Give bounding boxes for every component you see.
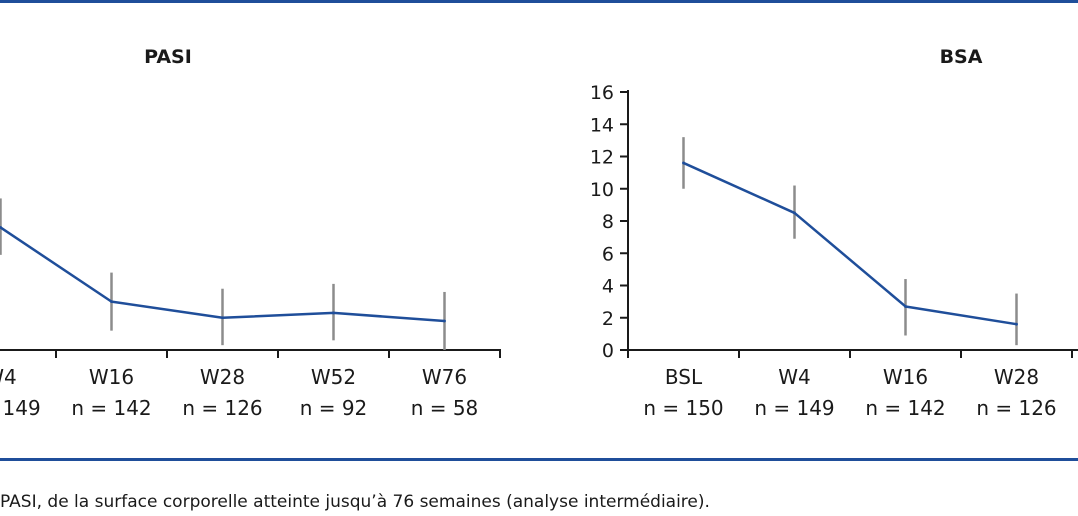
figure-caption: PASI, de la surface corporelle atteinte …: [0, 492, 710, 512]
bsa-y-tick-label: 16: [590, 82, 614, 104]
pasi-data-point: [0, 226, 2, 229]
bsa-data-point: [793, 211, 796, 215]
bsa-x-tick-label: BSL: [665, 365, 703, 389]
pasi-chart: W4 n = 149 W16 n = 142 W28 n = 126 W52 n = 92 W7…: [0, 198, 501, 420]
bsa-x-tick-label: W16: [883, 365, 928, 389]
figure-charts: PASI BSA W4 n = 149 W16 n = 142 W28 n = 126 W5…: [0, 46, 1078, 420]
bsa-y-tick-label: 6: [602, 243, 614, 265]
top-rule: [0, 0, 1078, 3]
bsa-n-label: n = 149: [754, 396, 834, 420]
pasi-data-point: [443, 319, 446, 323]
pasi-n-label: n = 92: [300, 396, 368, 420]
pasi-n-label: n = 58: [411, 396, 479, 420]
pasi-x-tick-label: W16: [89, 365, 134, 389]
bsa-y-tick-label: 10: [590, 179, 614, 201]
bsa-chart: 0 2 4 6 8 10 12 14 16 BSL n = 150 W4 n = 149 W16 n = 1…: [590, 82, 1078, 420]
bsa-chart-title: BSA: [940, 46, 983, 68]
pasi-chart-title: PASI: [144, 46, 192, 68]
bsa-data-point: [1015, 322, 1018, 326]
pasi-x-tick-label: W76: [422, 365, 467, 389]
pasi-data-point: [332, 311, 335, 315]
pasi-x-tick-label: W4: [0, 365, 17, 389]
bsa-x-tick-label: W4: [778, 365, 811, 389]
bsa-data-point: [682, 161, 685, 165]
bsa-y-tick-label: 4: [602, 276, 614, 298]
bsa-n-label: n = 142: [865, 396, 945, 420]
bsa-series-line: [682, 161, 1017, 326]
bsa-data-point: [904, 305, 907, 308]
bsa-x-tick-label: W28: [994, 365, 1039, 389]
bsa-y-tick-label: 2: [602, 308, 614, 330]
bsa-n-label: n = 150: [643, 396, 723, 420]
bottom-rule: [0, 458, 1078, 461]
bsa-n-label: n = 126: [976, 396, 1056, 420]
pasi-data-point: [221, 316, 224, 320]
bsa-y-tick-label: 8: [602, 211, 614, 233]
bsa-y-tick-label: 0: [602, 340, 614, 362]
pasi-x-tick-label: W52: [311, 365, 356, 389]
pasi-data-point: [110, 300, 113, 304]
pasi-n-label: n = 149: [0, 396, 41, 420]
bsa-y-tick-label: 14: [590, 114, 614, 136]
pasi-n-label: n = 126: [182, 396, 262, 420]
bsa-y-tick-label: 12: [590, 147, 614, 169]
pasi-x-tick-label: W28: [200, 365, 245, 389]
pasi-n-label: n = 142: [71, 396, 151, 420]
